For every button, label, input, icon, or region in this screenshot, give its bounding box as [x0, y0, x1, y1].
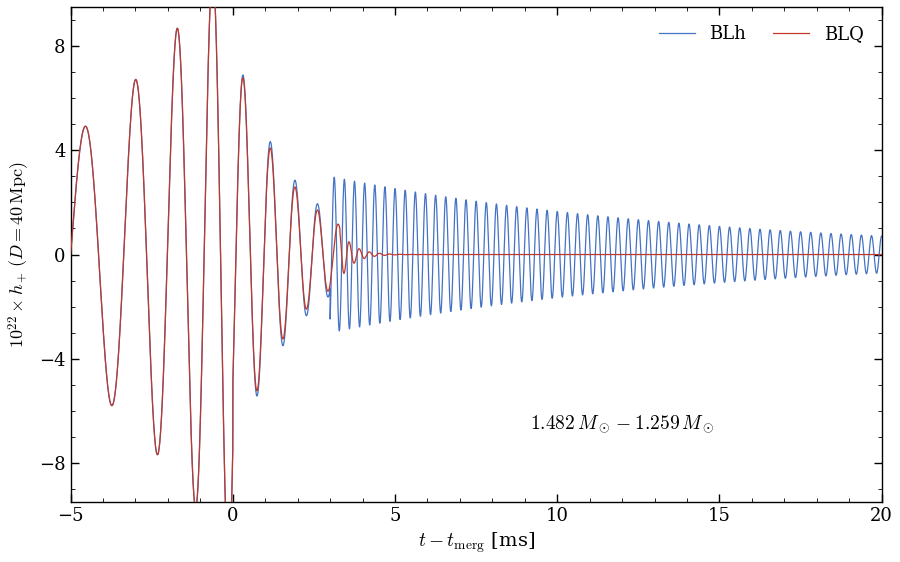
- BLQ: [581, 251, 592, 258]
- Line: BLh: BLh: [70, 0, 882, 562]
- Text: $1.482\,M_\odot - 1.259\,M_\odot$: $1.482\,M_\odot - 1.259\,M_\odot$: [530, 413, 715, 434]
- BLh: [84, 134, 94, 141]
- Y-axis label: $10^{22} \times h_+\,(D = 40\,\mathrm{Mpc})$: $10^{22} \times h_+\,(D = 40\,\mathrm{Mp…: [7, 161, 32, 348]
- BLh: [492, 220, 503, 226]
- BLh: [877, 233, 887, 239]
- BLh: [581, 214, 592, 220]
- Line: BLQ: BLQ: [70, 0, 882, 562]
- Legend: BLh, BLQ: BLh, BLQ: [650, 16, 873, 52]
- BLQ: [165, 166, 176, 173]
- BLh: [800, 274, 811, 280]
- X-axis label: $t - t_{\mathrm{merg}}$ [ms]: $t - t_{\mathrm{merg}}$ [ms]: [418, 531, 535, 555]
- BLQ: [65, 251, 76, 258]
- BLQ: [84, 134, 94, 141]
- BLQ: [877, 251, 887, 258]
- BLQ: [800, 251, 811, 258]
- BLh: [837, 236, 848, 243]
- BLh: [165, 166, 176, 173]
- BLh: [65, 251, 76, 258]
- BLQ: [837, 251, 848, 258]
- BLQ: [492, 251, 503, 258]
